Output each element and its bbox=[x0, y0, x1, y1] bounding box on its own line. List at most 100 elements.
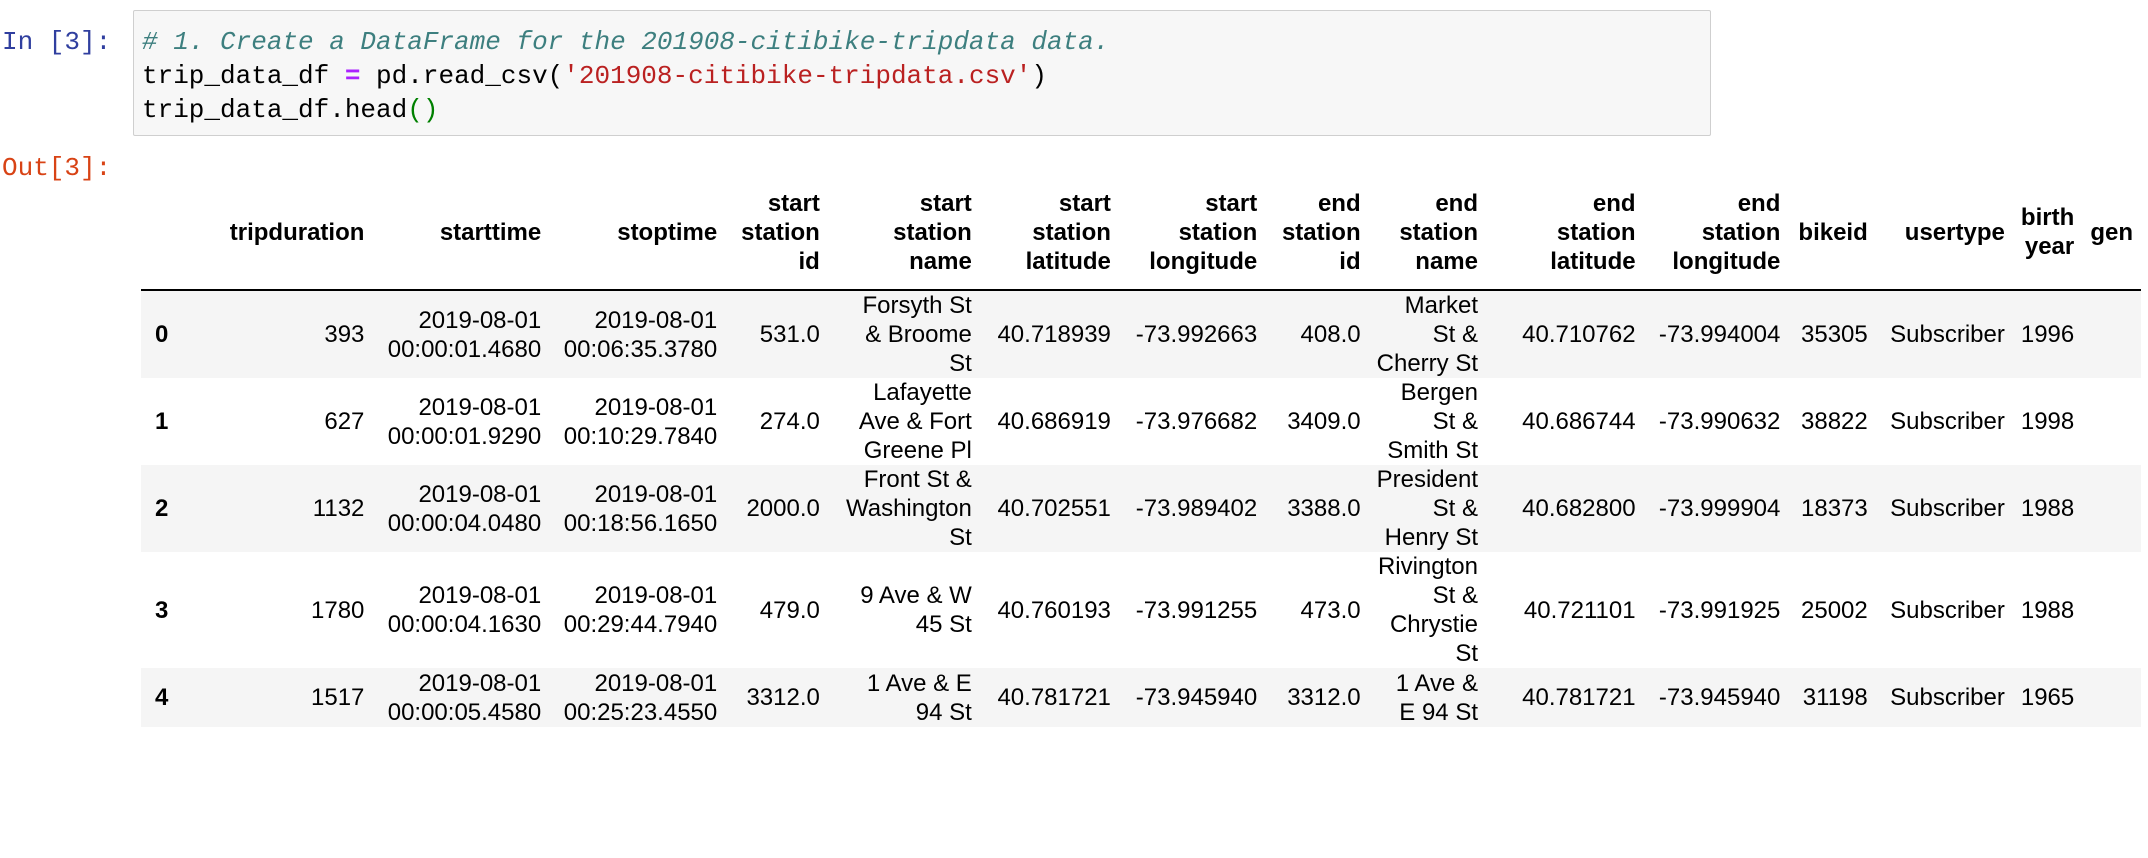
column-header-text: id bbox=[1339, 247, 1361, 275]
cell-text: St & bbox=[1432, 495, 1478, 522]
column-header: tripduration bbox=[187, 175, 373, 291]
cell-text: -73.976682 bbox=[1135, 408, 1258, 435]
table-cell: 1132 bbox=[188, 465, 373, 552]
cell-text: 1988 bbox=[2020, 596, 2075, 624]
cell-text: 1965 bbox=[2020, 684, 2075, 711]
table-cell: 3409.0 bbox=[1265, 378, 1368, 465]
cell-text: Forsyth St bbox=[862, 292, 972, 319]
table-cell: 18373 bbox=[1788, 465, 1875, 552]
column-header: start station latitude bbox=[979, 175, 1119, 291]
table-cell: 40.710762 bbox=[1486, 290, 1644, 378]
table-cell: Subscriber bbox=[1876, 290, 2013, 378]
column-header-text: bikeid bbox=[1798, 218, 1868, 246]
row-index: 1 bbox=[155, 408, 169, 435]
column-header-text: latitude bbox=[1550, 247, 1636, 275]
table-cell: Rivington St & Chrystie St bbox=[1369, 552, 1486, 668]
table-cell: 3388.0 bbox=[1265, 465, 1368, 552]
table-cell: 1988 bbox=[2013, 552, 2082, 668]
table-cell: 1780 bbox=[188, 552, 373, 668]
cell-text: -73.991255 bbox=[1135, 596, 1258, 624]
cell-text: -73.992663 bbox=[1135, 321, 1258, 348]
table-cell: 38822 bbox=[1788, 378, 1875, 465]
code-comment: # 1. Create a DataFrame for the 201908-c… bbox=[142, 27, 1110, 57]
cell-text: -73.945940 bbox=[1135, 684, 1258, 711]
code-editor[interactable]: # 1. Create a DataFrame for the 201908-c… bbox=[142, 25, 1109, 127]
table-cell: 40.781721 bbox=[980, 668, 1119, 727]
cell-text: -73.945940 bbox=[1658, 684, 1781, 711]
cell-text: 1132 bbox=[312, 495, 365, 522]
column-header-text: end bbox=[1435, 189, 1478, 217]
cell-text: Subscriber bbox=[1890, 495, 2005, 522]
table-cell: -73.999904 bbox=[1644, 465, 1789, 552]
cell-text: 00:00:01.9290 bbox=[387, 422, 542, 450]
column-header-text: start bbox=[767, 189, 820, 217]
table-cell: 1965 bbox=[2013, 668, 2082, 727]
table-cell bbox=[2082, 378, 2141, 465]
table-cell: 40.682800 bbox=[1486, 465, 1644, 552]
table-cell: Forsyth St & Broome St bbox=[828, 290, 980, 378]
column-header-text: birth bbox=[2020, 204, 2075, 231]
table-cell: 2019-08-01 00:10:29.7840 bbox=[549, 378, 725, 465]
table-cell: 2019-08-01 00:00:04.1630 bbox=[372, 552, 549, 668]
cell-text: 00:00:05.4580 bbox=[387, 698, 542, 726]
cell-text: Subscriber bbox=[1890, 321, 2005, 348]
cell-text: 1996 bbox=[2020, 321, 2075, 348]
row-index: 0 bbox=[155, 321, 169, 348]
row-index: 3 bbox=[155, 596, 169, 624]
cell-text: 2019-08-01 bbox=[594, 669, 718, 697]
cell-text: 1998 bbox=[2020, 408, 2075, 435]
table-header: tripduration starttime stoptime start statio… bbox=[141, 175, 2141, 291]
column-header-text: id bbox=[798, 247, 820, 275]
code-variable: trip_data_df bbox=[142, 61, 345, 91]
cell-text: 40.781721 bbox=[1522, 684, 1636, 711]
cell-text: Bergen bbox=[1400, 379, 1478, 406]
column-header-text: longitude bbox=[1149, 247, 1258, 275]
code-head-call: trip_data_df.head bbox=[142, 95, 408, 125]
cell-text: 2019-08-01 bbox=[594, 393, 718, 421]
cell-text: 00:29:44.7940 bbox=[563, 611, 718, 638]
cell-text: St bbox=[1455, 640, 1478, 667]
cell-text: 00:00:01.4680 bbox=[387, 335, 542, 363]
column-header: bikeid bbox=[1788, 175, 1876, 291]
table-body: 0 393 2019-08-01 00:00:01.4680 2019-08-01 00:… bbox=[141, 290, 2141, 727]
column-header: birth year bbox=[2012, 175, 2083, 291]
column-header-text: end bbox=[1737, 189, 1781, 217]
table-row: 3 1780 2019-08-01 00:00:04.1630 2019-08-01 00… bbox=[141, 552, 2141, 668]
cell-text: 1 Ave & bbox=[1395, 669, 1478, 697]
table-cell: -73.990632 bbox=[1644, 378, 1789, 465]
cell-text: St & bbox=[1432, 321, 1478, 348]
table-row: 2 1132 2019-08-01 00:00:04.0480 2019-08-01 00… bbox=[141, 465, 2141, 552]
table-cell: 40.760193 bbox=[980, 552, 1119, 668]
code-close-paren: ) bbox=[1031, 61, 1047, 91]
cell-text: 31198 bbox=[1802, 684, 1868, 711]
code-line-1: # 1. Create a DataFrame for the 201908-c… bbox=[142, 25, 1109, 59]
cell-text: 40.760193 bbox=[997, 596, 1111, 624]
cell-text: 2019-08-01 bbox=[418, 393, 542, 421]
table-cell: 408.0 bbox=[1265, 290, 1368, 378]
table-cell: -73.945940 bbox=[1119, 668, 1265, 727]
cell-text: 2000.0 bbox=[746, 495, 820, 522]
cell-text: Market bbox=[1404, 292, 1478, 319]
code-string: '201908-citibike-tripdata.csv' bbox=[563, 61, 1032, 91]
table-cell: 40.721101 bbox=[1486, 552, 1644, 668]
code-operator: = bbox=[344, 61, 361, 91]
cell-text: 408.0 bbox=[1300, 321, 1361, 348]
column-header: start station id bbox=[725, 175, 828, 291]
table-cell: 1988 bbox=[2013, 465, 2082, 552]
cell-text: 627 bbox=[324, 408, 365, 435]
cell-text: -73.994004 bbox=[1658, 321, 1781, 348]
table-cell: 2019-08-01 00:00:05.4580 bbox=[372, 668, 549, 727]
table-cell: 627 bbox=[188, 378, 373, 465]
column-header: end station id bbox=[1265, 175, 1369, 291]
column-header-text: year bbox=[2024, 233, 2075, 260]
table-cell: Subscriber bbox=[1876, 465, 2013, 552]
table-cell bbox=[2082, 668, 2141, 727]
cell-text: 473.0 bbox=[1300, 596, 1361, 624]
table-cell: Subscriber bbox=[1876, 552, 2013, 668]
cell-text: 40.721101 bbox=[1523, 596, 1636, 624]
table-cell: 40.718939 bbox=[980, 290, 1119, 378]
cell-text: Ave & Fort bbox=[858, 408, 972, 435]
cell-text: 1988 bbox=[2020, 495, 2075, 522]
table-cell: 1998 bbox=[2013, 378, 2082, 465]
code-cell-input[interactable]: # 1. Create a DataFrame for the 201908-c… bbox=[133, 10, 1711, 136]
